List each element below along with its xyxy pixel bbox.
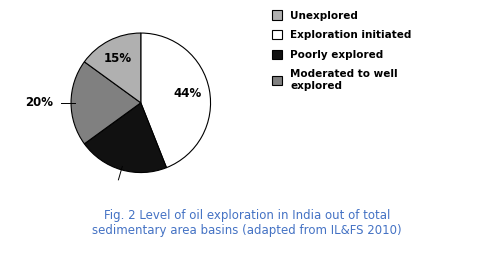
Legend: Unexplored, Exploration initiated, Poorly explored, Moderated to well
explored: Unexplored, Exploration initiated, Poorl… (272, 10, 412, 91)
Text: 21%: 21% (88, 180, 117, 193)
Text: 44%: 44% (173, 87, 202, 100)
Text: Fig. 2 Level of oil exploration in India out of total
sedimentary area basins (a: Fig. 2 Level of oil exploration in India… (92, 209, 402, 237)
Wedge shape (71, 62, 141, 144)
Wedge shape (84, 33, 141, 103)
Text: 15%: 15% (104, 52, 132, 65)
Wedge shape (84, 103, 166, 172)
Wedge shape (141, 33, 210, 168)
Text: 20%: 20% (26, 96, 53, 109)
